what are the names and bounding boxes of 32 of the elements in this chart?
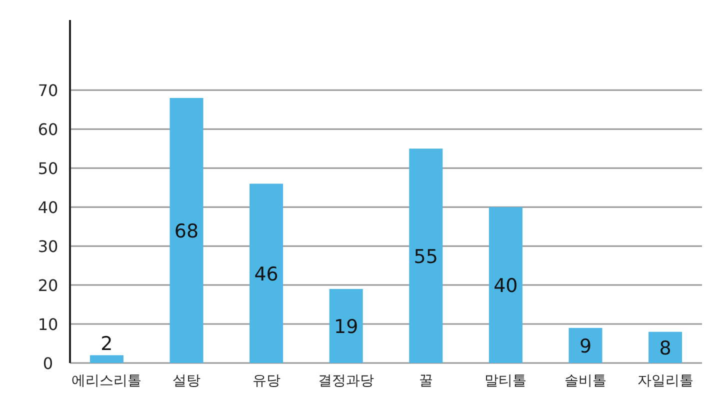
data-label: 9 xyxy=(579,335,592,358)
x-tick-label: 꿀 xyxy=(418,373,433,389)
data-label: 55 xyxy=(414,246,438,268)
x-tick-label: 설탕 xyxy=(172,373,201,389)
y-tick-label: 60 xyxy=(38,120,58,140)
x-tick-label: 솔비톨 xyxy=(564,373,606,389)
x-tick-label: 자일리톨 xyxy=(637,373,694,389)
y-tick-label: 70 xyxy=(38,81,58,100)
bar xyxy=(250,184,284,363)
data-label: 40 xyxy=(494,275,518,298)
y-tick-label: 30 xyxy=(38,237,58,256)
x-tick-label: 말티톨 xyxy=(484,373,527,389)
y-tick-label: 50 xyxy=(38,159,58,178)
data-label: 8 xyxy=(659,337,672,360)
y-tick-label: 40 xyxy=(38,198,58,218)
x-tick-label: 에리스리톨 xyxy=(72,373,142,389)
data-label: 68 xyxy=(174,220,199,242)
data-label: 19 xyxy=(334,316,358,338)
data-label: 46 xyxy=(254,263,278,286)
bar xyxy=(409,148,443,363)
bar xyxy=(90,355,124,363)
data-label: 2 xyxy=(100,333,113,356)
x-tick-label: 유당 xyxy=(252,373,280,389)
y-tick-label: 20 xyxy=(38,276,58,296)
bar xyxy=(170,98,204,363)
bar xyxy=(568,328,602,363)
y-tick-label: 10 xyxy=(38,315,58,334)
bar xyxy=(648,332,682,363)
x-tick-label: 결정과당 xyxy=(318,373,374,389)
bar xyxy=(488,207,522,363)
bar xyxy=(329,288,363,363)
y-tick-label: 0 xyxy=(42,354,54,373)
